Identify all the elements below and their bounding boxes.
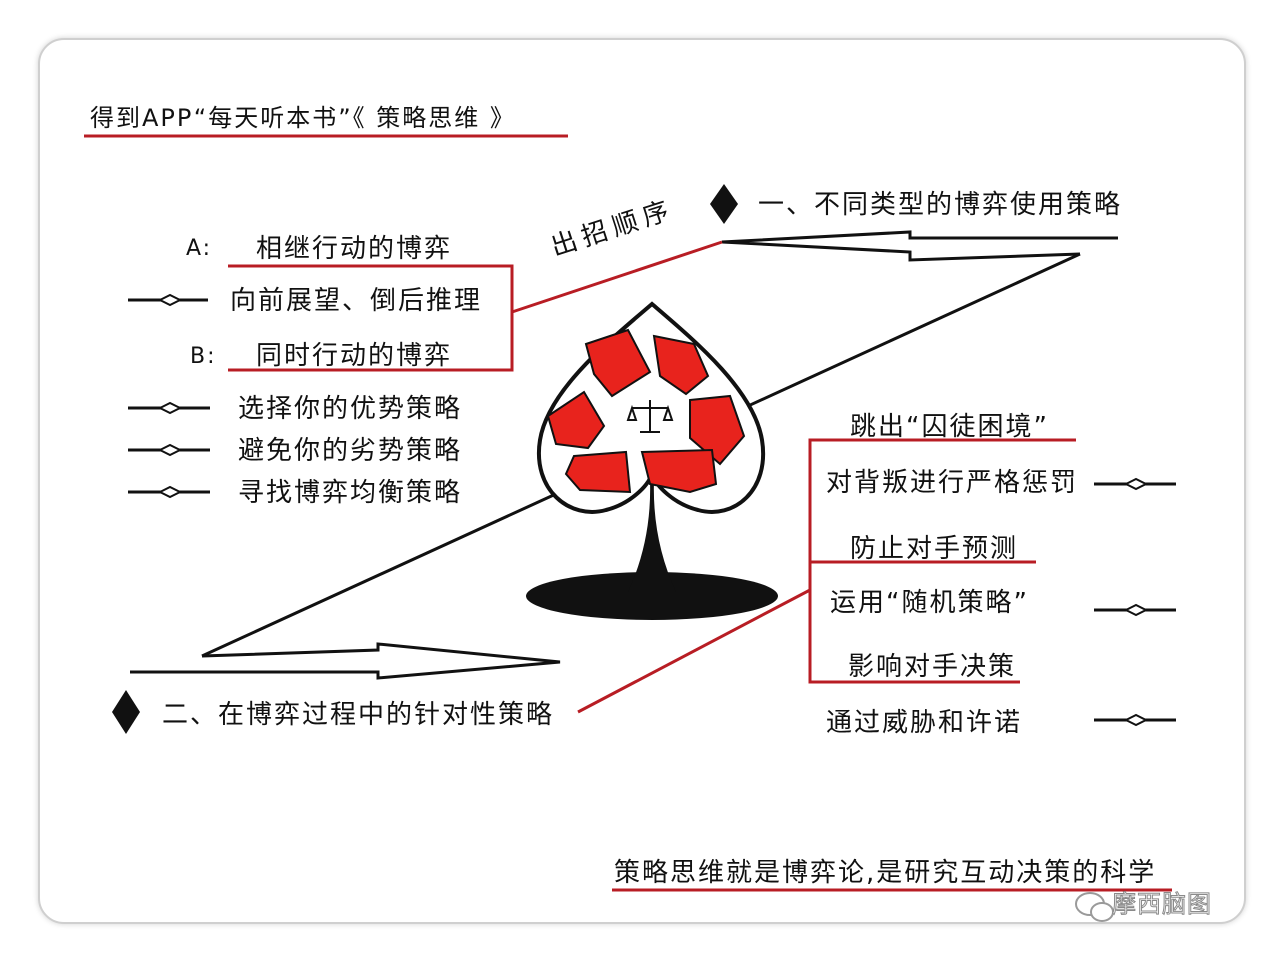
connector-icon (1094, 477, 1176, 491)
connector-icon (128, 293, 208, 307)
diamond-icon-top (710, 184, 738, 224)
section-one-heading: 一、不同类型的博弈使用策略 (758, 190, 1123, 220)
connector-icon (1094, 713, 1176, 727)
order-connector (511, 240, 723, 314)
connector-icon (128, 401, 210, 415)
group2-label: 防止对手预测 (850, 534, 1019, 564)
branch-b-item: 寻找博弈均衡策略 (238, 478, 463, 508)
connector-icon (128, 443, 210, 457)
flow-arrow-top (721, 230, 1118, 262)
recycle-hands-icon (546, 328, 746, 494)
page-title: 得到APP“每天听本书”《 策略思维 》 (90, 104, 516, 132)
group1-item: 对背叛进行严格惩罚 (826, 468, 1079, 498)
connector-icon (1094, 603, 1176, 617)
spade-emblem-icon (526, 301, 778, 620)
group3-item: 通过威胁和许诺 (826, 708, 1023, 738)
strategy-connector (577, 588, 811, 714)
scale-icon (626, 400, 674, 433)
branch-a-label: 相继行动的博弈 (256, 234, 453, 264)
branch-b-item: 避免你的劣势策略 (238, 436, 463, 466)
footer-caption: 策略思维就是博弈论,是研究互动决策的科学 (614, 858, 1157, 888)
group1-label: 跳出“囚徒困境” (850, 412, 1049, 442)
branch-b-item: 选择你的优势策略 (238, 394, 463, 424)
branch-a-item: 向前展望、倒后推理 (230, 286, 483, 316)
group3-label: 影响对手决策 (848, 652, 1017, 682)
flow-arrow-bottom (130, 642, 561, 680)
left-bracket (228, 264, 514, 372)
group2-item: 运用“随机策略” (830, 588, 1029, 618)
watermark: 摩西脑图 (1112, 890, 1212, 918)
branch-a-prefix: A: (186, 236, 213, 261)
wechat-icon (1075, 892, 1114, 922)
branch-b-prefix: B: (190, 344, 217, 369)
connector-icon (128, 485, 210, 499)
section-two-heading: 二、在博弈过程中的针对性策略 (162, 700, 555, 730)
diamond-icon-bottom (112, 690, 140, 734)
branch-b-label: 同时行动的博弈 (256, 341, 453, 371)
